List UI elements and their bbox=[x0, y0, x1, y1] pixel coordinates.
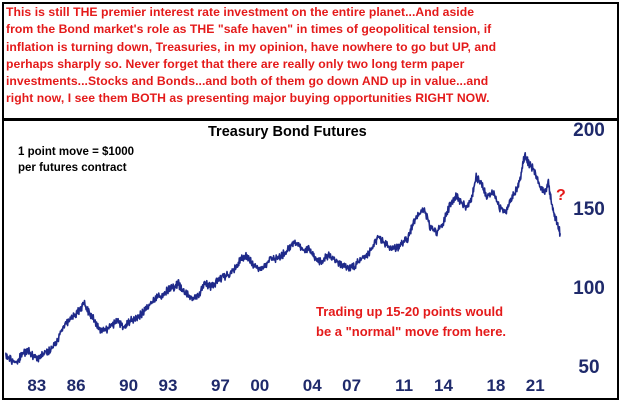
x-tick-label: 86 bbox=[67, 376, 86, 395]
y-tick-label: 100 bbox=[573, 278, 605, 299]
y-axis-tick-labels: 200 150 100 50 bbox=[573, 120, 605, 378]
x-tick-label: 00 bbox=[250, 376, 269, 395]
chart-title: Treasury Bond Futures bbox=[208, 124, 367, 140]
x-tick-label: 83 bbox=[27, 376, 46, 395]
contract-note-line: per futures contract bbox=[18, 162, 127, 174]
x-tick-label: 18 bbox=[486, 376, 505, 395]
x-tick-label: 97 bbox=[211, 376, 230, 395]
x-tick-label: 90 bbox=[119, 376, 138, 395]
x-tick-label: 14 bbox=[434, 376, 453, 395]
question-mark: ? bbox=[556, 187, 566, 204]
series-line-treasury-futures bbox=[5, 152, 561, 365]
contract-note: 1 point move = $1000 per futures contrac… bbox=[18, 144, 134, 176]
series-layer bbox=[5, 152, 561, 365]
y-tick-label: 150 bbox=[573, 199, 605, 220]
x-tick-label: 07 bbox=[342, 376, 361, 395]
commentary-block: This is still THE premier interest rate … bbox=[6, 4, 610, 108]
commentary-line: This is still THE premier interest rate … bbox=[6, 5, 475, 19]
commentary-line: right now, I see them BOTH as presenting… bbox=[6, 91, 490, 106]
x-axis-tick-labels: 83 86 90 93 97 00 04 07 11 14 18 21 bbox=[27, 376, 544, 395]
commentary-line: investments...Stocks and Bonds...and bot… bbox=[6, 74, 489, 89]
commentary-line: perhaps sharply so. Never forget that th… bbox=[6, 56, 465, 71]
forecast-annotation-line: Trading up 15-20 points would bbox=[316, 304, 504, 319]
contract-note-line: 1 point move = $1000 bbox=[18, 146, 135, 158]
x-tick-label: 93 bbox=[159, 376, 178, 395]
forecast-annotation-line: be a "normal" move from here. bbox=[316, 324, 507, 339]
forecast-annotation: Trading up 15-20 points would be a "norm… bbox=[316, 302, 506, 342]
x-tick-label: 11 bbox=[395, 376, 413, 395]
y-tick-label: 200 bbox=[573, 120, 605, 141]
section-divider bbox=[2, 118, 619, 121]
x-tick-label: 21 bbox=[526, 376, 545, 395]
x-tick-label: 04 bbox=[303, 376, 322, 395]
commentary-line: inflation is turning down, Treasuries, i… bbox=[6, 39, 497, 54]
y-tick-label: 50 bbox=[578, 357, 599, 378]
commentary-line: from the Bond market's role as THE "safe… bbox=[6, 22, 492, 37]
